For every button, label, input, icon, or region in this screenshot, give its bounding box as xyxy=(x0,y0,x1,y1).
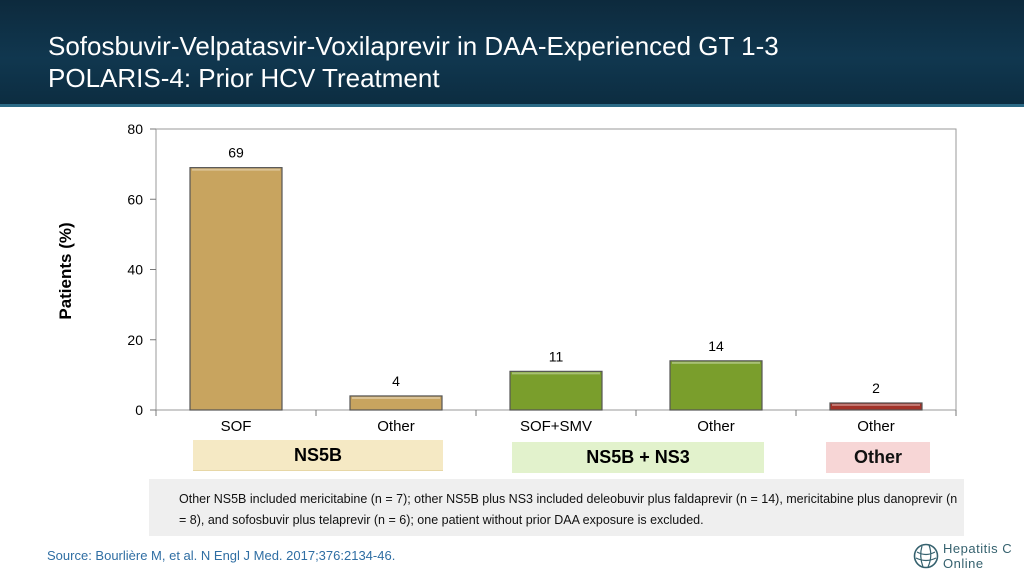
x-tick-label: Other xyxy=(377,418,415,435)
bar-3 xyxy=(669,360,763,411)
x-tick-label: SOF xyxy=(221,418,252,435)
data-label: 4 xyxy=(392,373,400,389)
y-tick-label: 80 xyxy=(127,121,143,137)
logo-text-line-1: Hepatitis C xyxy=(943,541,1013,556)
bar-0 xyxy=(189,167,283,411)
bar-4 xyxy=(829,402,923,411)
logo-text-line-2: Online xyxy=(943,556,984,571)
slide-title-line-2: POLARIS-4: Prior HCV Treatment xyxy=(48,63,440,93)
globe-icon xyxy=(913,543,939,569)
bar-highlight xyxy=(672,361,760,364)
slide-title-line-1: Sofosbuvir-Velpatasvir-Voxilaprevir in D… xyxy=(48,31,779,61)
bar-highlight xyxy=(512,372,600,375)
header-banner xyxy=(0,0,1024,106)
data-label: 11 xyxy=(549,348,564,364)
data-label: 14 xyxy=(708,338,724,354)
x-tick-label: Other xyxy=(697,418,735,435)
data-label: 69 xyxy=(228,145,244,161)
y-tick-label: 40 xyxy=(127,262,143,278)
data-label: 2 xyxy=(872,380,880,396)
group-label-ns5b-ns3: NS5B + NS3 xyxy=(512,442,764,473)
y-tick-label: 60 xyxy=(127,191,143,207)
x-tick-label: Other xyxy=(857,418,895,435)
footnote-text: Other NS5B included mericitabine (n = 7)… xyxy=(179,492,958,527)
bar-1 xyxy=(349,395,443,411)
group-label-other: Other xyxy=(826,442,930,473)
y-tick-label: 20 xyxy=(127,332,143,348)
hepatitis-c-online-logo: Hepatitis C Online xyxy=(913,541,1018,573)
bar-highlight xyxy=(192,168,280,171)
y-tick-label: 0 xyxy=(135,402,143,418)
source-citation: Source: Bourlière M, et al. N Engl J Med… xyxy=(47,548,396,563)
bar-highlight xyxy=(832,403,920,406)
bar-highlight xyxy=(352,396,440,399)
header-divider xyxy=(0,104,1024,107)
group-label-ns5b: NS5B xyxy=(193,440,443,471)
footnote-box: Other NS5B included mericitabine (n = 7)… xyxy=(149,479,964,536)
bar-2 xyxy=(509,370,603,411)
x-tick-label: SOF+SMV xyxy=(520,418,592,435)
